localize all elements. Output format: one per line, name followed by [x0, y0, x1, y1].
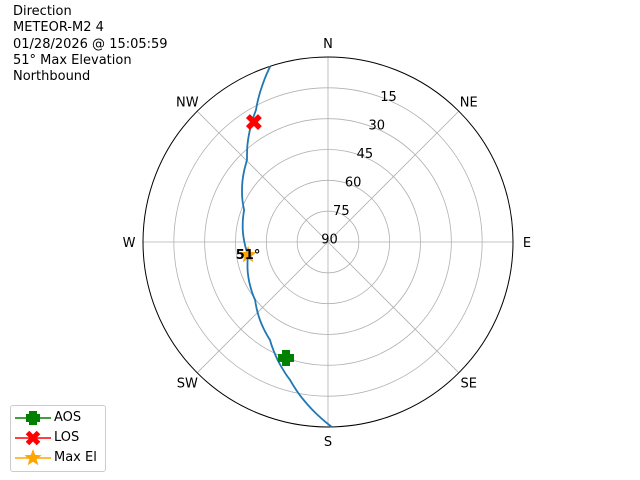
compass-label-s: S: [324, 435, 332, 450]
outer-frame: [142, 56, 514, 428]
info-datetime: 01/28/2026 @ 15:05:59: [13, 36, 168, 52]
radial-tick-label: 15: [380, 90, 397, 105]
x-marker-icon: [15, 430, 51, 446]
compass-label-w: W: [123, 236, 136, 251]
info-direction: Northbound: [13, 69, 91, 85]
max-el-marker: [239, 245, 257, 263]
aos-marker: [278, 349, 295, 366]
max-el-label: 51°: [236, 248, 261, 263]
radial-tick-label: 30: [368, 118, 385, 133]
los-marker: [245, 114, 262, 130]
grid-spoke: [196, 110, 329, 243]
plus-marker-icon: [15, 411, 51, 425]
radial-tick-label: 45: [357, 147, 374, 162]
pass-info: Direction METEOR-M2 4 01/28/2026 @ 15:05…: [13, 4, 168, 85]
compass-label-nw: NW: [176, 95, 199, 110]
radial-tick-label: 60: [345, 175, 362, 190]
info-title: Direction: [13, 4, 72, 19]
legend-los: LOS: [11, 428, 105, 448]
info-max-elevation: 51° Max Elevation: [13, 52, 132, 68]
compass-label-se: SE: [460, 377, 476, 392]
compass-label-n: N: [323, 37, 333, 52]
compass-label-ne: NE: [460, 95, 478, 110]
legend-aos: AOS: [11, 408, 105, 428]
legend: AOS LOS Max El: [10, 405, 106, 472]
radial-tick-label: 90: [321, 232, 338, 247]
compass-label-e: E: [523, 236, 531, 251]
grid-spoke: [327, 110, 460, 243]
compass-label-sw: SW: [177, 377, 198, 392]
radial-tick-label: 75: [333, 204, 350, 219]
grid-spoke: [327, 241, 460, 374]
star-marker-icon: [15, 449, 51, 466]
legend-max-el: Max El: [11, 448, 105, 468]
info-satellite: METEOR-M2 4: [13, 20, 104, 36]
grid-spoke: [196, 241, 329, 374]
